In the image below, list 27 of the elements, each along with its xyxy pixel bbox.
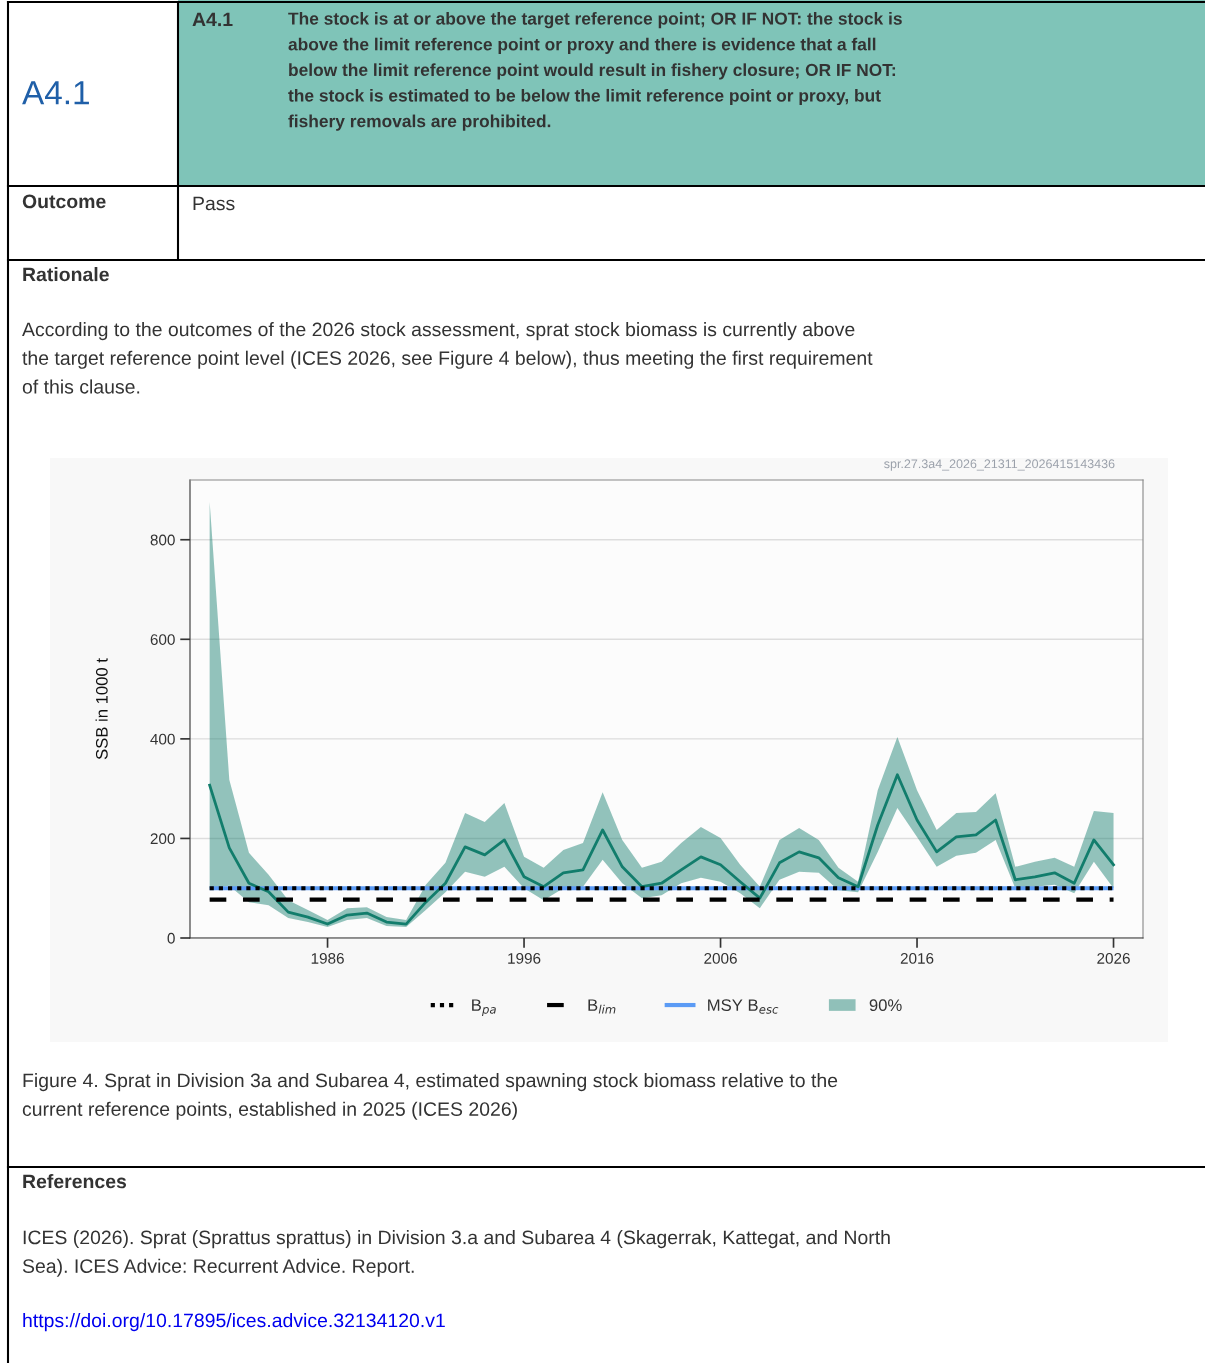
y-axis-title: SSB in 1000 t <box>95 658 108 760</box>
text: https://doi.org/10.17895/ices.advice.32134120.v1 <box>23 1313 445 1332</box>
legend-label: B$_{pa}$ <box>472 999 496 1016</box>
text: Pass <box>193 196 235 211</box>
y-tick-label: 0 <box>167 932 175 944</box>
legend-label: MSY B$_{esc}$ <box>708 999 779 1014</box>
text: spr.27.3a4_2026_21311_2026415143436 <box>884 459 1115 471</box>
x-tick-label: 2006 <box>704 952 737 964</box>
legend-label: 90% <box>869 999 902 1012</box>
text: References <box>23 1174 127 1189</box>
x-tick-label: 2026 <box>1097 952 1130 964</box>
y-tick-label: 200 <box>150 833 175 845</box>
text: Outcome <box>22 194 106 209</box>
y-tick-label: 400 <box>150 733 175 745</box>
text: A4.1 <box>192 12 233 27</box>
x-tick-label: 1986 <box>311 952 344 964</box>
y-tick-label: 800 <box>150 534 175 546</box>
legend-label: B$_{lim}$ <box>588 999 616 1014</box>
caption: Figure 4. Sprat in Division 3a and Subarea 4, estimated spawning stock biomass relative to the current reference points, established in 2025 (ICES 2026) <box>22 1073 838 1120</box>
text: According to the outcomes of the 2026 stock assessment, sprat stock biomass is currently above the target reference point level (ICES 2026, see Figure 4 below), thus meeting the first requirement of this clause. <box>22 322 873 394</box>
text: The stock is at or above the target reference point; OR IF NOT: the stock is above the limit reference point or proxy and there is evidence that a fall below the limit reference point would result in fishery closure; OR IF NOT: the stock is estimated to be below the limit reference point or proxy, but fishery removals are prohibited. <box>288 12 902 131</box>
x-tick-label: 1996 <box>508 952 541 964</box>
x-tick-label: 2016 <box>900 952 934 964</box>
y-tick-label: 600 <box>150 634 175 645</box>
text: A4.1 <box>22 81 89 105</box>
text: Rationale <box>23 267 109 282</box>
text: ICES (2026). Sprat (Sprattus sprattus) in Division 3.a and Subarea 4 (Skagerrak, Kattegat, and North Sea). ICES Advice: Recurrent Advice. Report. <box>22 1230 890 1277</box>
